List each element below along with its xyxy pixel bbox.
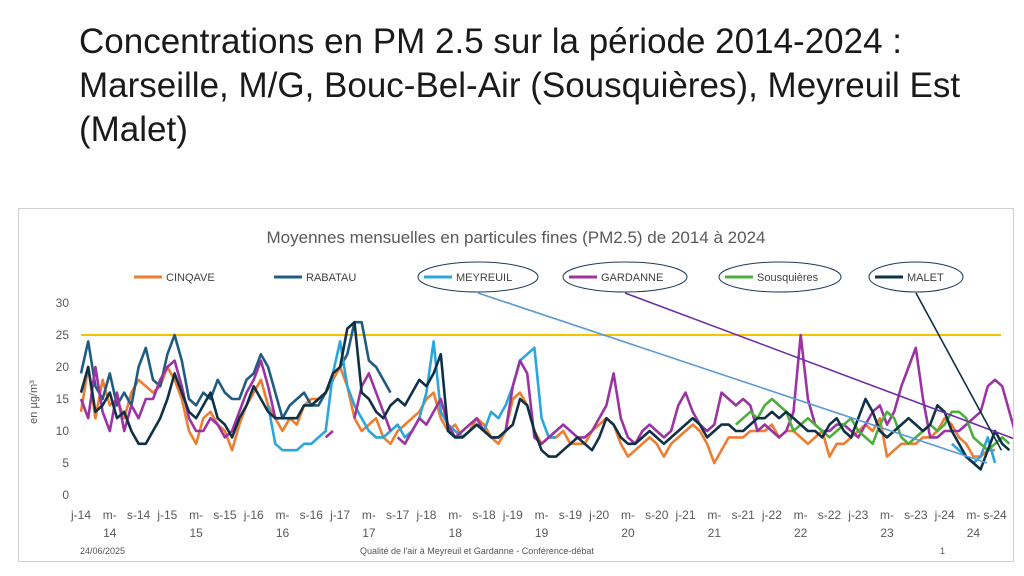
x-tick-label: j-17 (329, 508, 350, 522)
x-tick-label: m-17 (362, 508, 376, 540)
legend-highlight-ellipse (718, 261, 842, 293)
y-tick-label: 5 (62, 456, 69, 470)
x-tick-label: s-24 (983, 508, 1007, 522)
chart-title: Moyennes mensuelles en particules fines … (267, 228, 766, 247)
legend-label: MEYREUIL (456, 272, 512, 284)
legend-highlight-ellipse (417, 261, 539, 293)
x-tick-label: s-23 (904, 508, 928, 522)
x-tick-label: j-14 (70, 508, 91, 522)
x-tick-label: j-21 (675, 508, 696, 522)
legend-label: GARDANNE (601, 272, 663, 284)
legend-label: CINQAVE (166, 272, 215, 284)
x-tick-label: s-17 (386, 508, 410, 522)
x-tick-label: j-22 (761, 508, 782, 522)
x-tick-label: s-15 (213, 508, 237, 522)
x-tick-label: j-24 (934, 508, 955, 522)
y-tick-label: 20 (56, 360, 70, 374)
y-tick-label: 15 (56, 392, 70, 406)
y-axis: 0 5 10 15 20 25 30 (56, 296, 70, 502)
legend-item-rabatau: RABATAU (274, 272, 356, 284)
legend-item-gardanne: GARDANNE (562, 261, 688, 293)
legend-item-meyreuil: MEYREUIL (417, 261, 539, 293)
legend-highlight-ellipse (562, 261, 688, 293)
footer-page-number: 1 (940, 546, 946, 556)
legend-item-sousquières: Sousquières (718, 261, 842, 293)
series-line-gardanne (396, 333, 1013, 446)
series-line-rabatau (338, 320, 392, 394)
x-tick-label: j-20 (588, 508, 609, 522)
series-line-rabatau (79, 333, 335, 420)
x-tick-label: j-19 (502, 508, 523, 522)
x-tick-label: j-18 (415, 508, 436, 522)
annotation-arrows (477, 292, 1013, 464)
x-tick-label: m-22 (794, 508, 808, 540)
annotation-arrow-malet (915, 292, 1003, 451)
x-axis: j-14 m-14 s-14 j-15 m-15 s-15 j-16 m-16 s-16 j-17… (70, 508, 1007, 540)
x-tick-label: m-15 (189, 508, 203, 540)
x-tick-label: m-18 (448, 508, 462, 540)
x-tick-label: s-16 (300, 508, 324, 522)
x-tick-label: s-20 (645, 508, 669, 522)
slide-title: Concentrations en PM 2.5 sur la période … (79, 22, 961, 149)
y-tick-label: 0 (62, 488, 69, 502)
pm25-line-chart: Moyennes mensuelles en particules fines … (28, 228, 1013, 540)
x-tick-label: m-16 (276, 508, 290, 540)
footer-date: 24/06/2025 (80, 546, 126, 556)
legend-highlight-ellipse (868, 261, 964, 293)
legend-item-cinqave: CINQAVE (134, 272, 215, 284)
y-tick-label: 10 (56, 424, 70, 438)
legend-item-malet: MALET (868, 261, 964, 293)
x-tick-label: m-20 (621, 508, 635, 540)
series-line-gardanne (324, 430, 334, 439)
x-tick-label: s-21 (731, 508, 755, 522)
x-tick-label: j-16 (243, 508, 264, 522)
x-tick-label: s-18 (472, 508, 496, 522)
x-tick-label: m-24 (966, 508, 980, 540)
x-tick-label: s-19 (559, 508, 583, 522)
y-tick-label: 25 (56, 328, 70, 342)
series-line-malet (79, 320, 1011, 471)
series-line-gardanne (79, 359, 277, 439)
footer-center: Qualité de l'air à Meyreuil et Gardanne … (360, 546, 594, 556)
legend-label: Sousquières (757, 272, 819, 284)
x-tick-label: m-23 (880, 508, 894, 540)
chart-container: Moyennes mensuelles en particules fines … (18, 208, 1014, 562)
x-tick-label: s-22 (818, 508, 842, 522)
x-tick-label: m-14 (103, 508, 117, 540)
x-tick-label: j-23 (847, 508, 868, 522)
series-line-sousquières (735, 397, 1011, 452)
chart-legend: CINQAVE RABATAU MEYREUIL GARDANNE Sousquière… (134, 261, 964, 293)
x-tick-label: m-19 (535, 508, 549, 540)
annotation-arrow-gardanne (624, 292, 1013, 440)
y-tick-label: 30 (56, 296, 70, 310)
legend-label: RABATAU (306, 272, 356, 284)
x-tick-label: m-21 (707, 508, 721, 540)
x-tick-label: s-14 (127, 508, 151, 522)
series-line-meyreuil (266, 340, 556, 452)
annotation-arrow-meyreuil (477, 292, 988, 464)
x-tick-label: j-15 (156, 508, 177, 522)
series-lines (79, 320, 1013, 471)
y-axis-label: en µg/m³ (28, 380, 40, 424)
legend-label: MALET (907, 272, 944, 284)
